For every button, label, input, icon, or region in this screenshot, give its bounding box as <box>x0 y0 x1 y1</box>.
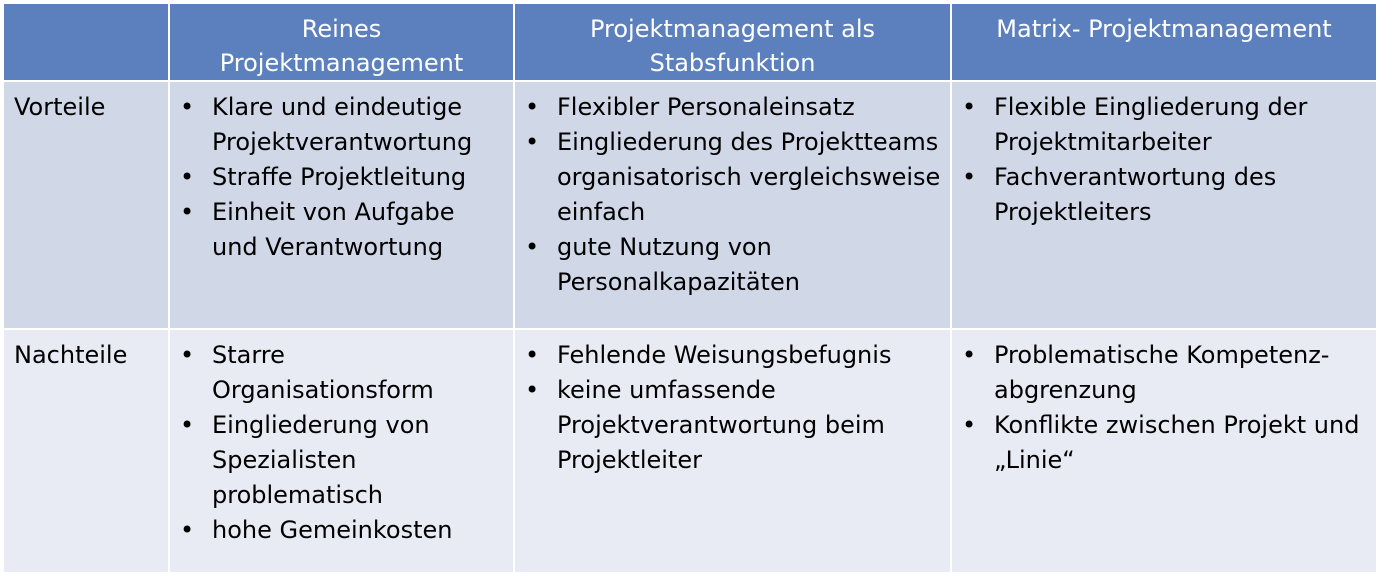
list-item: Fehlende Weisungsbefugnis <box>525 338 944 373</box>
bullet-list: Starre Organisationsform Eingliederung v… <box>170 330 513 548</box>
list-item: hohe Gemeinkosten <box>180 513 507 548</box>
cell-vorteile-stabsfunktion: Flexibler Personaleinsatz Eingliederung … <box>513 80 952 330</box>
list-item: Konflikte zwischen Projekt und „Linie“ <box>962 408 1370 478</box>
list-item: Problematische Kompetenz-abgrenzung <box>962 338 1370 408</box>
cell-vorteile-reines: Klare und eindeutige Projektverantwortun… <box>168 80 515 330</box>
bullet-list: Problematische Kompetenz-abgrenzung Konf… <box>952 330 1376 478</box>
list-item: Eingliederung des Projektteams organisat… <box>525 125 944 230</box>
bullet-list: Flexible Eingliederung der Projektmitarb… <box>952 82 1376 230</box>
cell-vorteile-matrix: Flexible Eingliederung der Projektmitarb… <box>950 80 1378 330</box>
list-item: Einheit von Aufgabe und Verantwortung <box>180 195 507 265</box>
cell-nachteile-reines: Starre Organisationsform Eingliederung v… <box>168 328 515 574</box>
bullet-list: Klare und eindeutige Projektverantwortun… <box>170 82 513 265</box>
bullet-list: Fehlende Weisungsbefugnis keine umfassen… <box>515 330 950 478</box>
list-item: Flexibler Personaleinsatz <box>525 90 944 125</box>
list-item: Straffe Projektleitung <box>180 160 507 195</box>
list-item: Flexible Eingliederung der Projektmitarb… <box>962 90 1370 160</box>
cell-nachteile-matrix: Problematische Kompetenz-abgrenzung Konf… <box>950 328 1378 574</box>
table-row-nachteile: Nachteile Starre Organisationsform Eingl… <box>2 328 1378 574</box>
list-item: Eingliederung von Spezialisten problemat… <box>180 408 507 513</box>
header-label: Projektmanagement als Stabsfunktion <box>589 15 876 77</box>
row-label-nachteile: Nachteile <box>2 328 170 574</box>
header-label: Matrix- Projektmanagement <box>996 15 1332 43</box>
bullet-list: Flexibler Personaleinsatz Eingliederung … <box>515 82 950 300</box>
list-item: Klare und eindeutige Projektverantwortun… <box>180 90 507 160</box>
header-label: Reines Projektmanagement <box>219 15 464 77</box>
table-row-vorteile: Vorteile Klare und eindeutige Projektver… <box>2 80 1378 330</box>
header-row: Reines Projektmanagement Projektmanageme… <box>2 2 1378 82</box>
cell-nachteile-stabsfunktion: Fehlende Weisungsbefugnis keine umfassen… <box>513 328 952 574</box>
list-item: Fachverantwortung des Projektleiters <box>962 160 1370 230</box>
list-item: gute Nutzung von Personalkapazitäten <box>525 230 944 300</box>
row-label-vorteile: Vorteile <box>2 80 170 330</box>
list-item: keine umfassende Projektverantwortung be… <box>525 373 944 478</box>
header-cell-empty <box>2 2 170 82</box>
list-item: Starre Organisationsform <box>180 338 507 408</box>
header-cell-stabsfunktion: Projektmanagement als Stabsfunktion <box>513 2 952 82</box>
header-cell-reines: Reines Projektmanagement <box>168 2 515 82</box>
header-cell-matrix: Matrix- Projektmanagement <box>950 2 1378 82</box>
